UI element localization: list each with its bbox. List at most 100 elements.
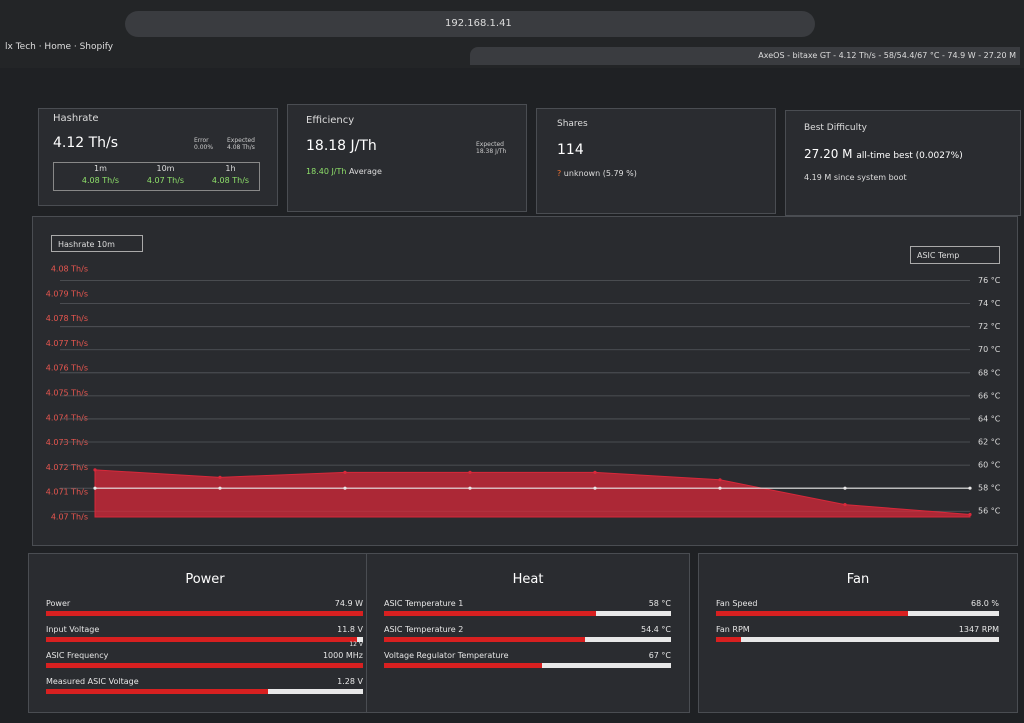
bar-track [46,689,363,694]
alltime: all-time best (0.0027%) [856,151,963,161]
value: 4.08 Th/s [227,144,255,151]
panel-title: Heat [512,572,544,587]
bar-fill [46,663,363,668]
address-bar[interactable] [125,11,815,37]
bar-fill [716,637,742,642]
rate: 4.07 Th/s [146,176,185,185]
metric-value: 1347 RPM [958,625,999,634]
card-title: Efficiency [306,115,355,126]
y-tick-label: 4.075 Th/s [46,389,88,398]
bar-track [716,637,999,642]
period: 10m [156,164,175,173]
point [593,470,597,474]
browser-chrome: 192.168.1.41 lx Tech · Home · Shopify Ax… [0,0,1024,68]
y2-tick-label: 64 °C [978,414,1001,423]
y-tick-label: 4.079 Th/s [46,289,88,298]
bar-fill [384,637,585,642]
since: since system boot [833,173,907,182]
card-value: 27.20 M [804,147,853,161]
y-tick-label: 4.074 Th/s [46,413,88,422]
y-tick-label: 4.076 Th/s [46,364,88,373]
metric-name: Fan Speed [716,599,758,608]
point [843,503,847,507]
point [718,478,722,482]
rate: 4.08 Th/s [211,176,250,185]
bar-track [384,637,671,642]
metric-note: 12 V [349,641,363,648]
metric-value: 1000 MHz [322,651,363,660]
bar-track [46,637,363,642]
point [343,470,347,474]
metric-value: 68.0 % [971,599,999,608]
y-tick-label: 4.08 Th/s [51,265,88,274]
panel-title: Power [185,572,225,587]
point [968,512,972,517]
bar-track [46,611,363,616]
y2-tick-label: 74 °C [978,299,1001,308]
bar-track [46,663,363,668]
card-title: Hashrate [53,113,99,124]
icon: ? [557,169,562,178]
point [93,468,97,472]
point [218,486,222,490]
average: 18.40 J/Th [306,167,347,176]
panel: Heat ASIC Temperature 1 58 °C ASIC Temperat… [366,553,690,713]
y-tick-label: 4.072 Th/s [46,463,88,472]
metric-value: 11.8 V [337,625,363,634]
metric-value: 1.28 V [337,677,363,686]
bar-track [716,611,999,616]
y-tick-label: 4.078 Th/s [46,314,88,323]
card-title: Shares [557,119,588,129]
best-card: Best Difficulty 27.20 M all-time best (0… [785,110,1021,216]
y2-tick-label: 56 °C [978,507,1001,516]
label: Expected [227,137,255,144]
tab[interactable]: AxeOS - bitaxe GT - 4.12 Th/s - 58/54.4/… [470,47,1020,65]
hashrate-select[interactable]: Hashrate 10m [51,235,143,252]
metric-name: ASIC Temperature 1 [384,599,464,608]
point [468,470,472,474]
value: 18.38 J/Th [476,148,507,155]
bar-fill [46,689,268,694]
bar-track [384,611,671,616]
metric-name: ASIC Temperature 2 [384,625,464,634]
metric-value: 58 °C [648,599,671,608]
bar-fill [46,637,357,642]
rates-table [53,162,260,191]
period: 1h [225,164,236,173]
rate: 4.08 Th/s [81,176,120,185]
shares-card: Shares 114 ? unknown (5.79 %) [536,108,776,214]
bookmarks: lx Tech · Home · Shopify [5,42,114,52]
card-value: 114 [557,142,584,158]
card-title: Best Difficulty [804,123,867,133]
y2-tick-label: 66 °C [978,391,1001,400]
y-tick-label: 4.073 Th/s [46,438,88,447]
y2-tick-label: 70 °C [978,345,1001,354]
metric-name: ASIC Frequency [46,651,109,660]
period: 1m [94,164,107,173]
y2-tick-label: 62 °C [978,438,1001,447]
url: 192.168.1.41 [445,18,512,29]
metric-value: 74.9 W [334,599,363,608]
bar-fill [46,611,363,616]
hashrate-card: Hashrate 4.12 Th/s Error 0.00% Expected … [38,108,278,206]
card-value: 18.18 J/Th [306,138,377,154]
card-value: 4.12 Th/s [53,135,119,151]
bar-fill [716,611,909,616]
point [968,486,972,490]
metric-name: Voltage Regulator Temperature [384,651,509,660]
point [218,475,222,479]
bar-fill [384,611,597,616]
metric-value: 54.4 °C [641,625,671,634]
y2-tick-label: 76 °C [978,276,1001,285]
point [343,486,347,490]
point [593,486,597,490]
bar-track [384,663,671,668]
metric-name: Measured ASIC Voltage [46,677,139,686]
temp-select[interactable]: ASIC Temp [910,246,1000,264]
metric-value: 67 °C [648,651,671,660]
y2-tick-label: 60 °C [978,461,1001,470]
since-value: 4.19 M [804,173,832,182]
label: Error [194,137,209,144]
